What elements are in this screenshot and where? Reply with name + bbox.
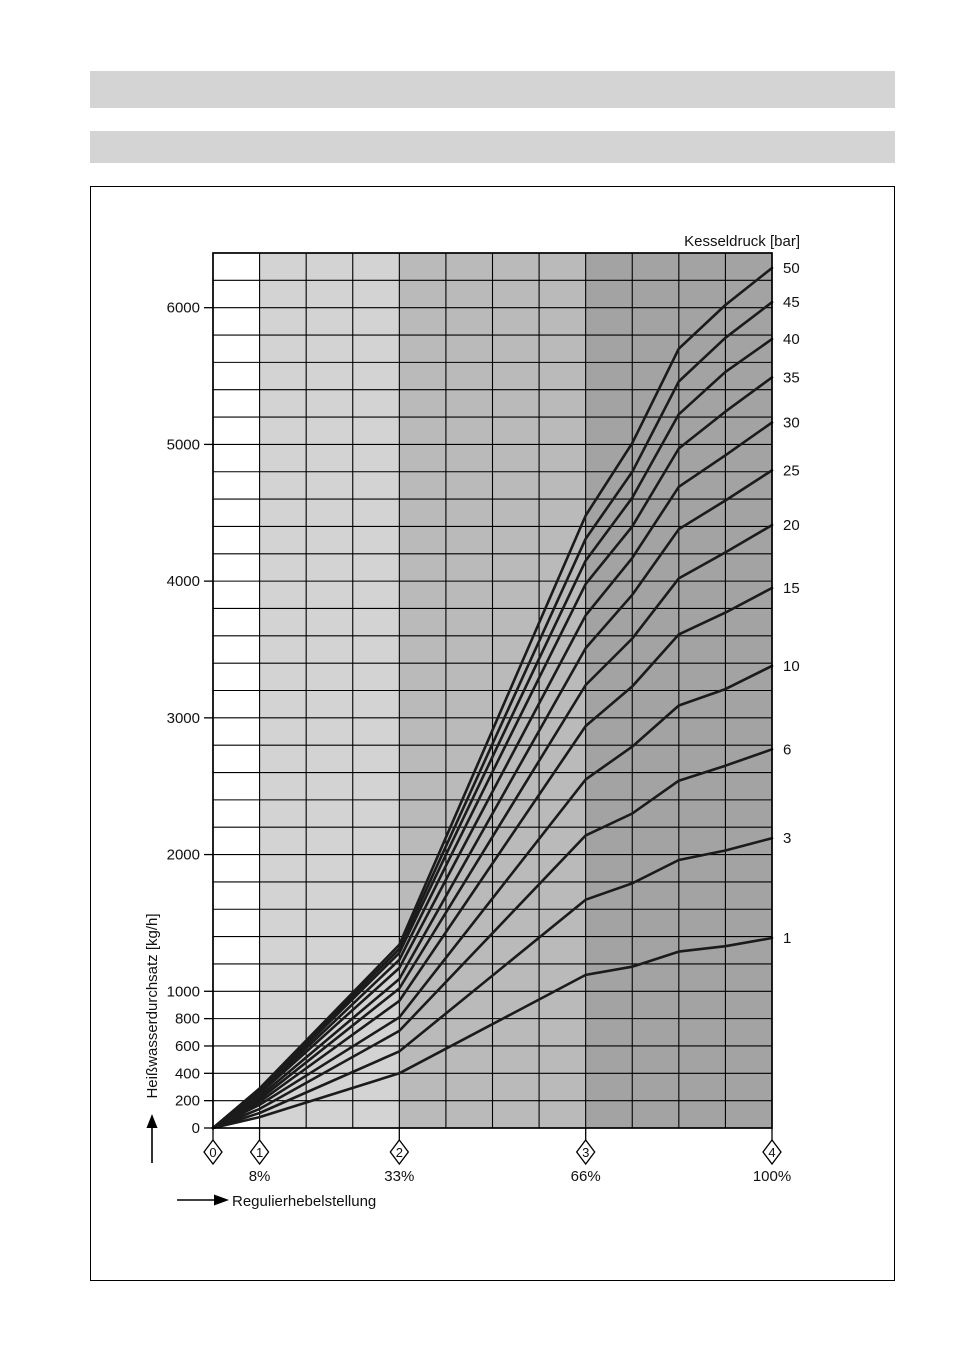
series-labels: 50 45 40 35 30 25 20 15 10 6 3 1 [783, 260, 800, 947]
lever-position-number: 4 [768, 1145, 775, 1160]
series-line-30 [211, 421, 774, 1130]
series-line-35 [211, 376, 774, 1130]
lever-position-marker [575, 1138, 596, 1166]
x-axis: 0 1 8% 2 33% 3 66% 4 100% [203, 1128, 791, 1185]
series-line-40 [211, 337, 774, 1130]
chart-frame [90, 186, 895, 1281]
lever-position-number: 2 [396, 1145, 403, 1160]
y-tick-label: 4000 [167, 573, 200, 590]
series-label-25: 25 [783, 462, 800, 479]
y-tick-label: 400 [175, 1065, 200, 1082]
y-tick-label: 800 [175, 1011, 200, 1028]
plot-border [212, 252, 773, 1129]
x-tick-label: 33% [384, 1168, 414, 1185]
series-line-20 [211, 523, 774, 1130]
series-label-6: 6 [783, 741, 791, 758]
series-label-35: 35 [783, 369, 800, 386]
series-line-45 [211, 300, 774, 1130]
y-tick-label: 600 [175, 1038, 200, 1055]
x-tick-label: 66% [571, 1168, 601, 1185]
lever-position-number: 3 [582, 1145, 589, 1160]
series-label-1: 1 [783, 930, 791, 947]
series-label-15: 15 [783, 580, 800, 597]
y-tick-label: 2000 [167, 847, 200, 864]
series-line-25 [211, 469, 774, 1130]
series-label-30: 30 [783, 415, 800, 432]
header-bar-top [90, 71, 895, 108]
y-tick-label: 0 [192, 1120, 200, 1137]
lever-position-number: 1 [256, 1145, 263, 1160]
series-line-15 [211, 586, 774, 1130]
series-label-40: 40 [783, 331, 800, 348]
lever-position-marker [389, 1138, 410, 1166]
x-tick-label: 100% [753, 1168, 791, 1185]
y-tick-label: 6000 [167, 300, 200, 317]
series-line-6 [211, 747, 774, 1130]
x-axis-arrow-icon [177, 1194, 229, 1206]
series-label-3: 3 [783, 830, 791, 847]
y-axis: 0 200 400 600 800 1000 2000 3000 4000 5000 6000 [167, 300, 213, 1137]
x-axis-label: Regulierhebelstellung [232, 1193, 376, 1210]
y-tick-label: 200 [175, 1093, 200, 1110]
series-label-20: 20 [783, 517, 800, 534]
series-line-10 [211, 664, 774, 1130]
lever-position-marker [762, 1138, 782, 1166]
lever-position-number: 0 [209, 1145, 216, 1160]
y-tick-label: 3000 [167, 710, 200, 727]
series-label-50: 50 [783, 260, 800, 277]
x-tick-label: 8% [249, 1168, 271, 1185]
series-lines [211, 266, 774, 1130]
series-label-45: 45 [783, 294, 800, 311]
series-label-10: 10 [783, 658, 800, 675]
lever-position-marker [249, 1138, 270, 1166]
y-axis-label: Heißwasserdurchsatz [kg/h] [144, 913, 161, 1098]
legend-title: Kesseldruck [bar] [684, 233, 800, 250]
series-line-3 [211, 836, 774, 1130]
y-axis-arrow-icon [146, 1114, 158, 1163]
y-tick-label: 1000 [167, 983, 200, 1000]
header-bar-secondary [90, 131, 895, 163]
lever-position-marker [203, 1138, 223, 1166]
series-line-1 [211, 936, 774, 1130]
y-tick-label: 5000 [167, 436, 200, 453]
